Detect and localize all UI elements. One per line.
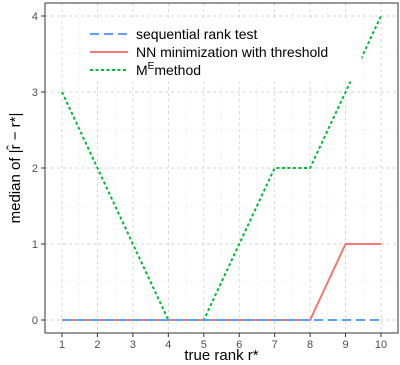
- x-axis-title: true rank r*: [184, 347, 258, 364]
- x-tick-label: 3: [130, 339, 136, 351]
- x-tick-label: 7: [272, 339, 278, 351]
- ticks: 1 2 3 4 5 6 7 8 9 10 0 1 2 3 4: [32, 11, 387, 351]
- legend-label-0: sequential rank test: [136, 26, 258, 42]
- x-tick-label: 10: [375, 339, 387, 351]
- series-layer: [61, 15, 382, 321]
- y-tick-label: 3: [32, 87, 38, 99]
- x-tick-label: 4: [165, 339, 171, 351]
- legend: sequential rank test NN minimization with…: [82, 19, 362, 82]
- y-tick-label: 1: [32, 239, 38, 251]
- x-tick-label: 6: [236, 339, 242, 351]
- x-tick-label: 9: [342, 339, 348, 351]
- y-tick-label: 4: [32, 11, 38, 23]
- y-tick-label: 0: [32, 315, 38, 327]
- legend-label-1: NN minimization with threshold: [136, 44, 328, 60]
- x-tick-label: 8: [307, 339, 313, 351]
- x-tick-label: 1: [59, 339, 65, 351]
- legend-label-2: MEmethod: [136, 61, 201, 78]
- legend-box: [82, 19, 362, 82]
- y-axis-title: median of |r̂ − r*|: [6, 113, 24, 224]
- x-tick-label: 2: [94, 339, 100, 351]
- x-tick-label: 5: [201, 339, 207, 351]
- y-tick-label: 2: [32, 163, 38, 175]
